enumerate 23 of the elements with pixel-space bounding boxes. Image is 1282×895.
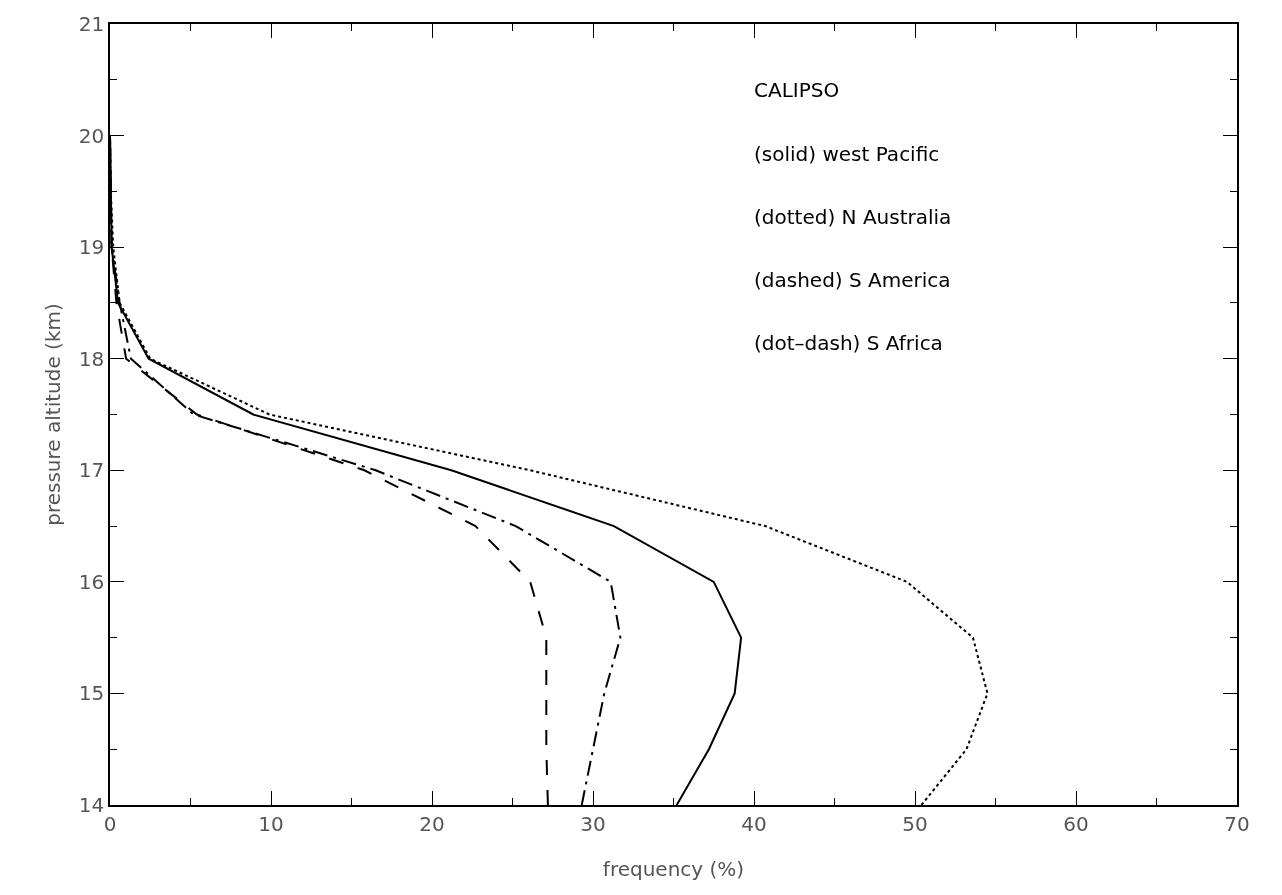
x-tick-label: 30: [580, 811, 606, 836]
x-tick-label: 0: [103, 811, 117, 836]
y-tick-label: 16: [78, 569, 105, 594]
y-axis-title: pressure altitude (km): [40, 303, 65, 526]
x-tick-label: 20: [419, 811, 445, 836]
annotation: (dot–dash) S Africa: [754, 331, 943, 355]
y-tick-label: 19: [78, 235, 105, 260]
y-tick-label: 21: [78, 12, 105, 36]
y-tick-label: 17: [78, 458, 105, 483]
y-tick-label: 18: [78, 346, 105, 371]
x-tick-label: 70: [1224, 811, 1250, 836]
y-tick-label: 15: [78, 681, 105, 706]
annotation: (dashed) S America: [754, 268, 951, 292]
x-tick-label: 60: [1063, 811, 1089, 836]
x-axis-title: frequency (%): [602, 856, 745, 881]
annotation: CALIPSO: [754, 78, 840, 102]
x-tick-label: 40: [741, 811, 767, 836]
x-tick-label: 50: [902, 811, 928, 836]
annotation: (solid) west Pacific: [754, 142, 940, 166]
y-tick-label: 14: [78, 793, 105, 817]
annotation: (dotted) N Australia: [754, 205, 952, 229]
y-tick-label: 20: [78, 123, 105, 148]
x-tick-label: 10: [258, 811, 284, 836]
